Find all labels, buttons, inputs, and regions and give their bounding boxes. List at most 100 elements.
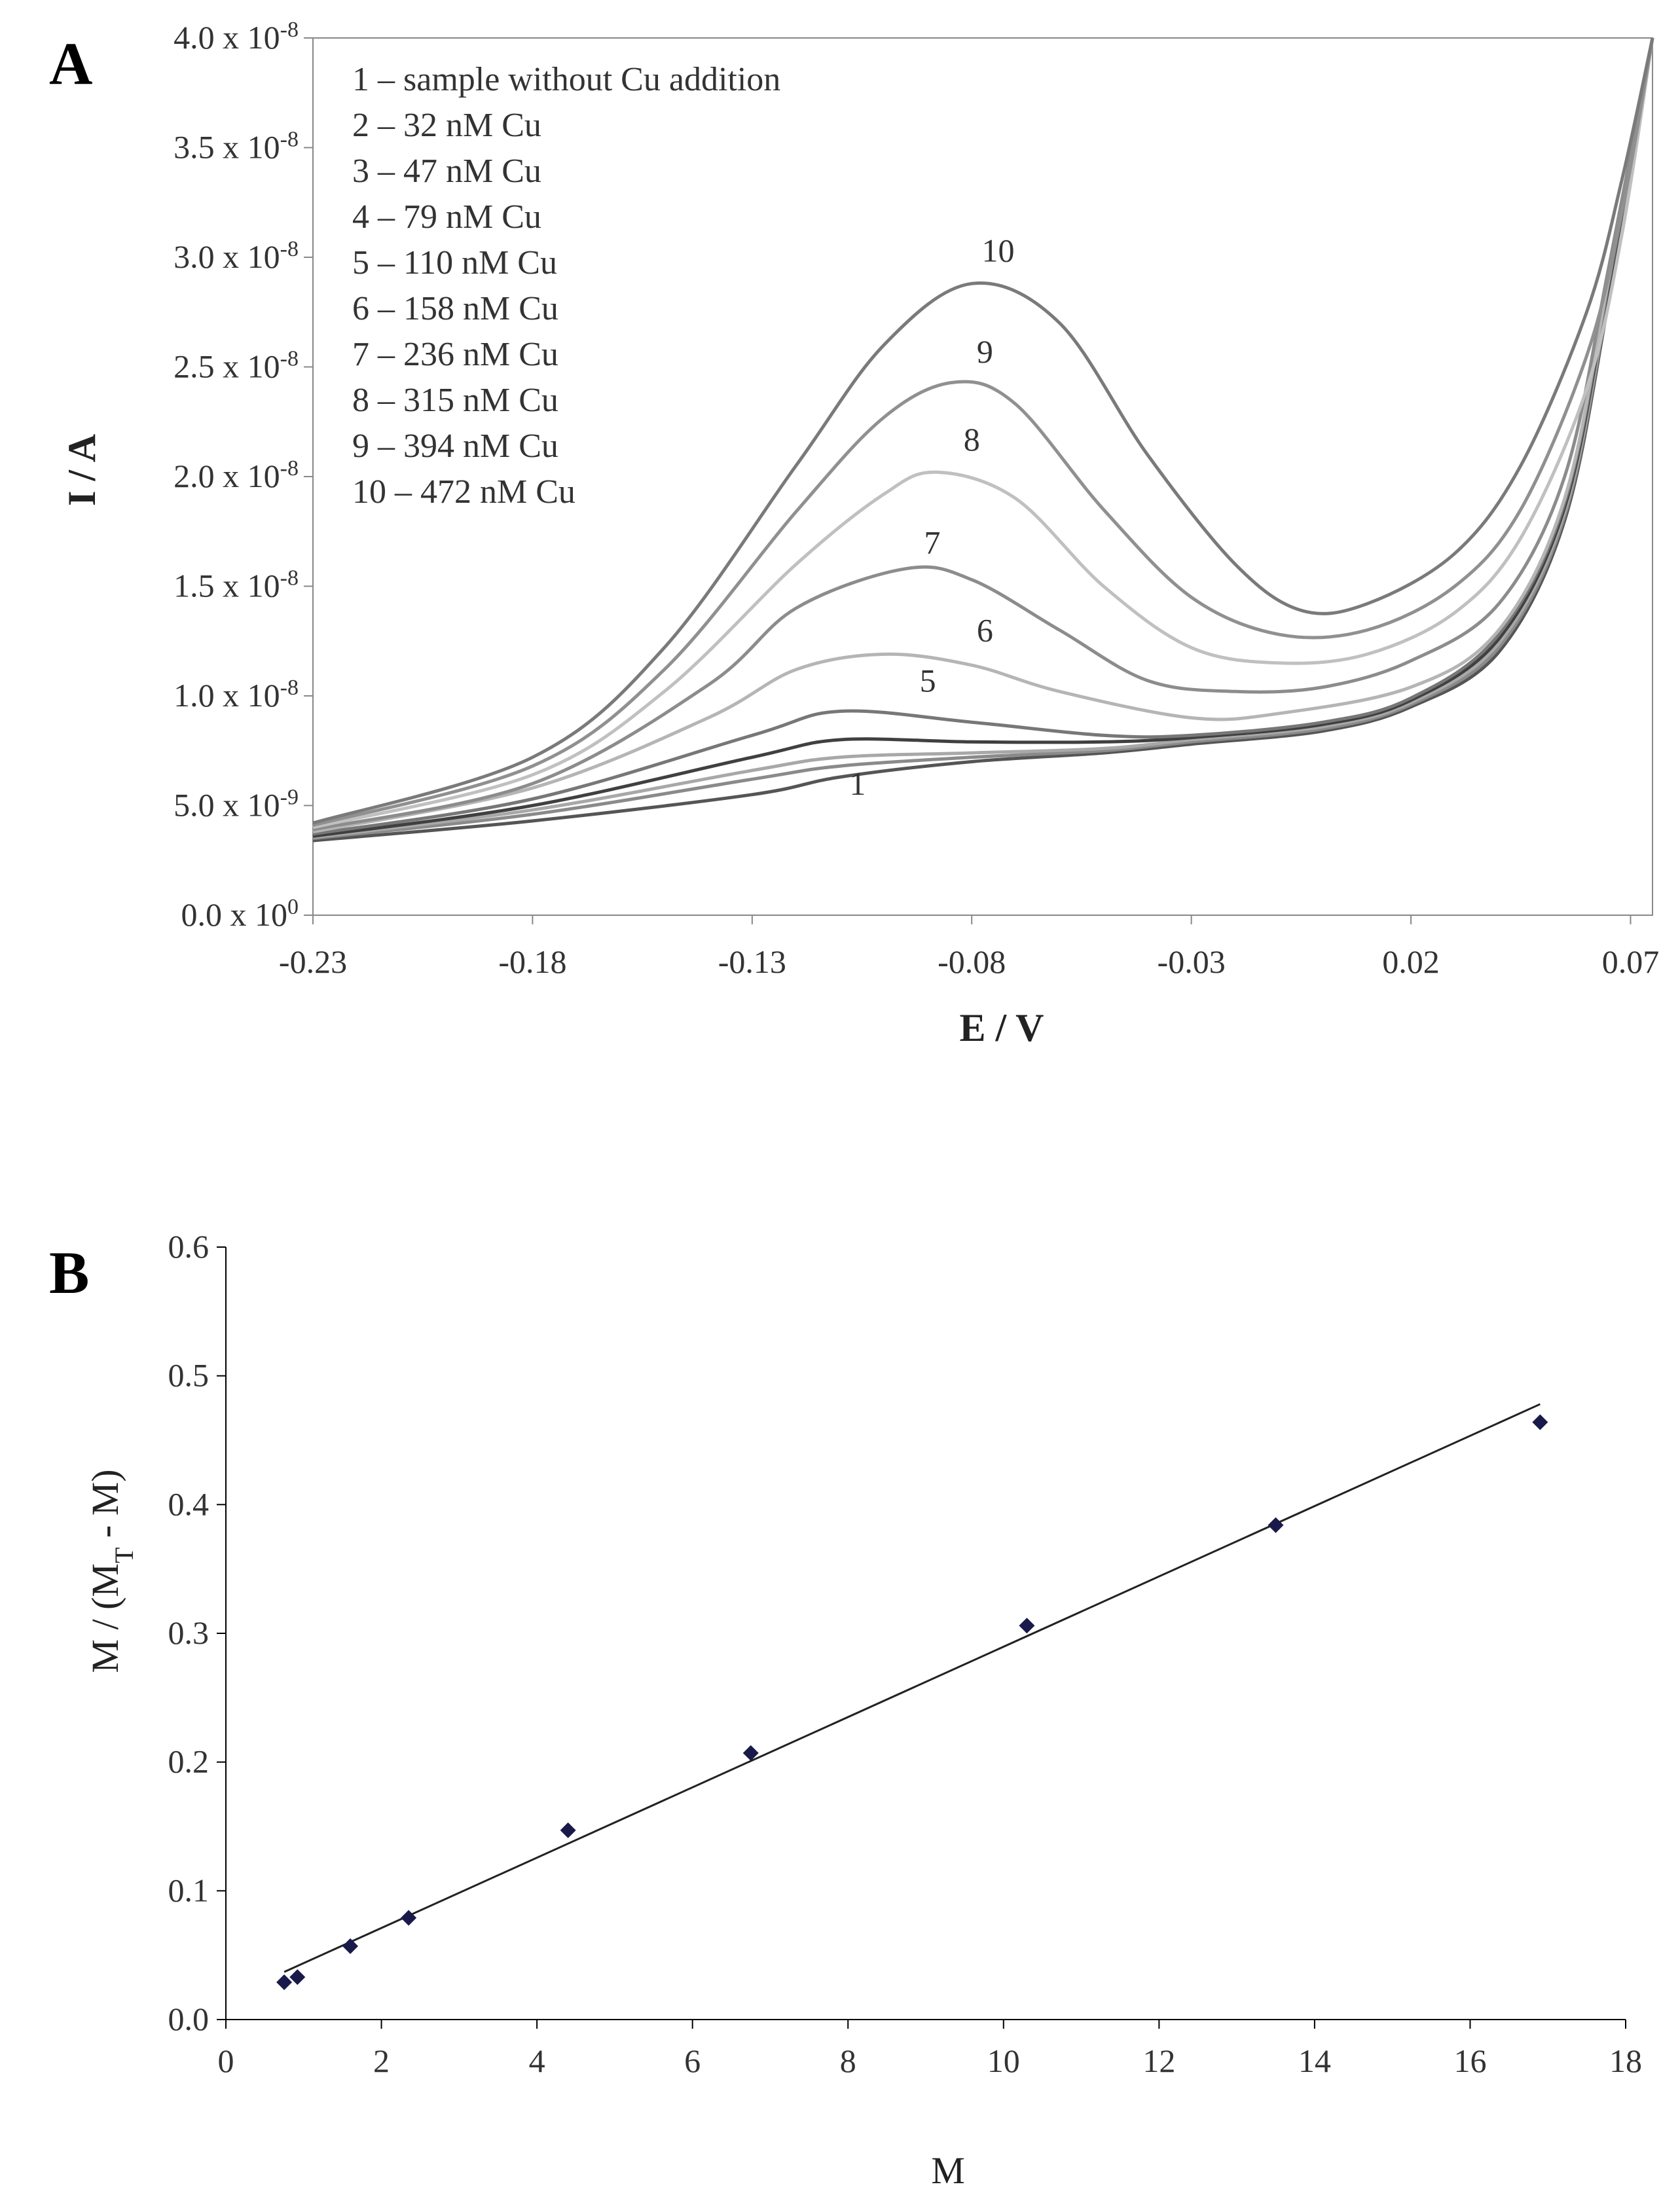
panel-a-y-tick-label: 3.5 x 10-8 bbox=[173, 128, 299, 166]
panel-a-y-tick-label: 2.5 x 10-8 bbox=[173, 347, 299, 385]
panel-a-legend-entry: 4 – 79 nM Cu bbox=[352, 198, 541, 236]
panel-a-x-axis-title: E / V bbox=[960, 1006, 1044, 1049]
panel-a-series-6-line bbox=[312, 37, 1654, 834]
panel-a-curve-label-5: 5 bbox=[920, 662, 936, 698]
panel-b-y-tick-label: 0.5 bbox=[168, 1357, 210, 1394]
panel-b-x-tick-label: 0 bbox=[218, 2042, 234, 2079]
panel-a-legend-entry: 3 – 47 nM Cu bbox=[352, 153, 541, 190]
panel-b-fit-line bbox=[283, 1403, 1541, 1973]
panel-b-x-tick-label: 2 bbox=[373, 2042, 390, 2079]
panel-b-data-point bbox=[560, 1822, 576, 1838]
panel-a-curve-label-1: 1 bbox=[849, 765, 866, 802]
panel-a-y-tick-mantissa: 2.0 x 10 bbox=[173, 458, 280, 494]
panel-a-curve-label-9: 9 bbox=[977, 333, 993, 370]
panel-b-y-tick-label: 0.6 bbox=[168, 1228, 210, 1265]
panel-b-y-tick-label: 0.2 bbox=[168, 1743, 210, 1780]
panel-a-letter: A bbox=[49, 30, 92, 97]
panel-a-y-tick-exponent: -8 bbox=[280, 347, 299, 371]
panel-a-y-tick-mantissa: 1.5 x 10 bbox=[173, 568, 280, 604]
panel-a-y-tick-exponent: -8 bbox=[280, 18, 299, 42]
panel-a-series-9-line bbox=[312, 37, 1654, 827]
panel-a-x-tick-label: -0.23 bbox=[279, 943, 347, 980]
panel-a-y-tick-label: 1.0 x 10-8 bbox=[173, 676, 299, 714]
panel-a-curve-label-10: 10 bbox=[981, 232, 1014, 269]
panel-b-data-point bbox=[1532, 1414, 1548, 1430]
panel-a-x-tick-label: -0.13 bbox=[718, 943, 786, 980]
panel-b-x-tick-label: 4 bbox=[529, 2042, 545, 2079]
panel-b-x-tick-label: 16 bbox=[1453, 2042, 1486, 2079]
panel-a-y-tick-exponent: -8 bbox=[280, 676, 299, 700]
panel-b-y-axis-title-sub: T bbox=[109, 1548, 139, 1563]
panel-a-legend-entry: 5 – 110 nM Cu bbox=[352, 244, 557, 281]
panel-a-y-tick-label: 0.0 x 100 bbox=[181, 895, 299, 933]
panel-a-y-tick-label: 5.0 x 10-9 bbox=[173, 786, 299, 824]
panel-b-y-tick-label: 0.4 bbox=[168, 1485, 210, 1522]
panel-b-x-tick-label: 14 bbox=[1298, 2042, 1331, 2079]
panel-a-x-tick-label: -0.08 bbox=[938, 943, 1006, 980]
panel-b-data-point bbox=[276, 1974, 293, 1990]
panel-b-y-tick-label: 0.3 bbox=[168, 1614, 210, 1651]
panel-a-curve-labels: 1 5 6 7 8 9 10 bbox=[849, 232, 1014, 802]
panel-b: B 0.00.10.20.30.40.50.6 0 2 4 6 8 10 12 14 16 18 … bbox=[49, 1228, 1642, 2192]
panel-b-x-axis-title: M bbox=[931, 2149, 965, 2192]
panel-b-data-point bbox=[1019, 1618, 1035, 1634]
panel-b-data-point bbox=[401, 1910, 417, 1926]
panel-b-data-point bbox=[289, 1969, 306, 1986]
panel-b-x-tick-label: 8 bbox=[840, 2042, 856, 2079]
panel-a-y-axis-title: I / A bbox=[60, 434, 103, 506]
panel-b-x-tick-label: 18 bbox=[1609, 2042, 1642, 2079]
panel-a-y-tick-mantissa: 3.0 x 10 bbox=[173, 238, 280, 275]
panel-a-x-tick-label: -0.03 bbox=[1158, 943, 1226, 980]
panel-a-y-tick-exponent: 0 bbox=[287, 895, 299, 919]
panel-a-legend-entry: 1 – sample without Cu addition bbox=[352, 61, 780, 98]
panel-a-y-tick-exponent: -8 bbox=[280, 128, 299, 152]
panel-a-curve-label-7: 7 bbox=[924, 524, 940, 560]
panel-a-y-tick-exponent: -8 bbox=[280, 566, 299, 590]
panel-b-y-axis-title-main: M / (M bbox=[84, 1563, 126, 1673]
panel-b-y-tick-label: 0.0 bbox=[168, 2001, 210, 2037]
panel-b-data-point bbox=[342, 1938, 359, 1954]
panel-a-y-tick-label: 1.5 x 10-8 bbox=[173, 566, 299, 604]
panel-a-y-tick-exponent: -8 bbox=[280, 456, 299, 481]
panel-a-y-tick-label: 4.0 x 10-8 bbox=[173, 18, 299, 56]
panel-a-series-7-line bbox=[312, 37, 1654, 831]
panel-a-y-tick-mantissa: 1.0 x 10 bbox=[173, 677, 280, 714]
panel-b-x-tick-label: 12 bbox=[1142, 2042, 1175, 2079]
panel-a-x-tick-label: 0.02 bbox=[1382, 943, 1440, 980]
panel-b-data-points bbox=[276, 1414, 1548, 1990]
panel-a-y-tick-exponent: -8 bbox=[280, 237, 299, 261]
panel-a-legend-entry: 6 – 158 nM Cu bbox=[352, 290, 558, 327]
panel-a-y-tick-mantissa: 4.0 x 10 bbox=[173, 19, 280, 56]
panel-a-series bbox=[312, 37, 1654, 843]
panel-a-legend-entry: 2 – 32 nM Cu bbox=[352, 107, 541, 144]
panel-b-y-axis-title-tail: - M) bbox=[84, 1469, 126, 1547]
panel-b-y-tick-label: 0.1 bbox=[168, 1872, 210, 1908]
panel-b-data-point bbox=[742, 1745, 759, 1761]
panel-b-x-tick-label: 6 bbox=[684, 2042, 701, 2079]
panel-a-x-axis: -0.23 -0.18 -0.13 -0.08 -0.03 0.02 0.07 bbox=[279, 915, 1659, 980]
panel-a-legend: 1 – sample without Cu addition 2 – 32 nM … bbox=[352, 61, 780, 511]
panel-a-y-tick-exponent: -9 bbox=[280, 786, 299, 810]
panel-a-legend-entry: 9 – 394 nM Cu bbox=[352, 427, 558, 465]
panel-b-y-axis-title: M / (MT - M) bbox=[84, 1469, 139, 1673]
panel-a-y-tick-mantissa: 5.0 x 10 bbox=[173, 787, 280, 824]
panel-b-letter: B bbox=[49, 1239, 89, 1306]
panel-a-curve-label-6: 6 bbox=[977, 611, 993, 648]
panel-a-legend-entry: 10 – 472 nM Cu bbox=[352, 473, 575, 511]
panel-a-legend-entry: 8 – 315 nM Cu bbox=[352, 382, 558, 419]
panel-b-x-tick-label: 10 bbox=[987, 2042, 1020, 2079]
panel-a-series-10-line bbox=[312, 37, 1654, 825]
panel-a-y-tick-label: 3.0 x 10-8 bbox=[173, 237, 299, 275]
panel-a-y-tick-mantissa: 0.0 x 10 bbox=[181, 896, 288, 933]
panel-a-series-8-line bbox=[312, 37, 1654, 829]
panel-a-legend-entry: 7 – 236 nM Cu bbox=[352, 336, 558, 373]
panel-b-data-point bbox=[1268, 1517, 1284, 1533]
panel-a-y-tick-label: 2.0 x 10-8 bbox=[173, 456, 299, 494]
panel-a-curve-label-8: 8 bbox=[964, 421, 980, 458]
panel-b-x-axis: 0 2 4 6 8 10 12 14 16 18 bbox=[218, 2020, 1642, 2079]
panel-b-y-axis: 0.0 0.1 0.2 0.3 0.4 0.5 0.6 bbox=[168, 1228, 226, 2037]
panel-a-x-tick-label: -0.18 bbox=[498, 943, 566, 980]
